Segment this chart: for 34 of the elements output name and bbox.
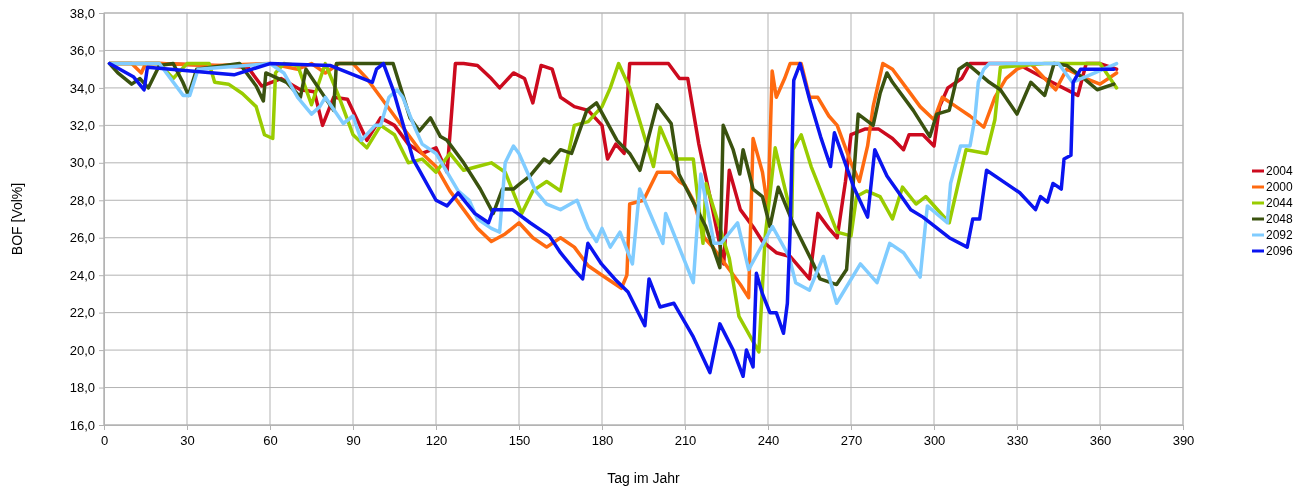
- legend-label: 2004: [1266, 164, 1294, 178]
- y-tick-label: 18,0: [69, 380, 95, 396]
- legend-label: 2044: [1266, 196, 1294, 210]
- legend-label: 2096: [1266, 244, 1294, 258]
- x-tick-label: 150: [508, 433, 531, 449]
- x-axis-title: Tag im Jahr: [607, 470, 681, 486]
- legend-label: 2000: [1266, 180, 1294, 194]
- x-tick-label: 240: [757, 433, 780, 449]
- legend-label: 2092: [1266, 228, 1294, 242]
- y-tick-label: 26,0: [69, 230, 95, 246]
- y-axis-title: BOF [Vol%]: [9, 182, 25, 256]
- x-tick-label: 60: [263, 433, 278, 449]
- x-tick-label: 30: [180, 433, 195, 449]
- x-tick-label: 90: [346, 433, 361, 449]
- y-tick-label: 30,0: [69, 155, 95, 171]
- y-tick-label: 36,0: [69, 43, 95, 59]
- x-tick-label: 330: [1006, 433, 1029, 449]
- y-tick-label: 38,0: [69, 5, 95, 21]
- y-tick-label: 24,0: [69, 267, 95, 283]
- y-tick-label: 20,0: [69, 342, 95, 358]
- y-tick-label: 32,0: [69, 118, 95, 134]
- x-tick-label: 180: [591, 433, 614, 449]
- y-tick-label: 28,0: [69, 192, 95, 208]
- x-tick-label: 270: [840, 433, 863, 449]
- x-tick-label: 300: [923, 433, 946, 449]
- y-tick-label: 34,0: [69, 80, 95, 96]
- y-tick-label: 16,0: [69, 417, 95, 433]
- x-tick-label: 360: [1089, 433, 1112, 449]
- y-tick-label: 22,0: [69, 305, 95, 321]
- legend-label: 2048: [1266, 212, 1294, 226]
- x-tick-label: 0: [100, 433, 109, 449]
- x-tick-label: 120: [425, 433, 448, 449]
- x-tick-label: 210: [674, 433, 697, 449]
- x-tick-label: 390: [1172, 433, 1195, 449]
